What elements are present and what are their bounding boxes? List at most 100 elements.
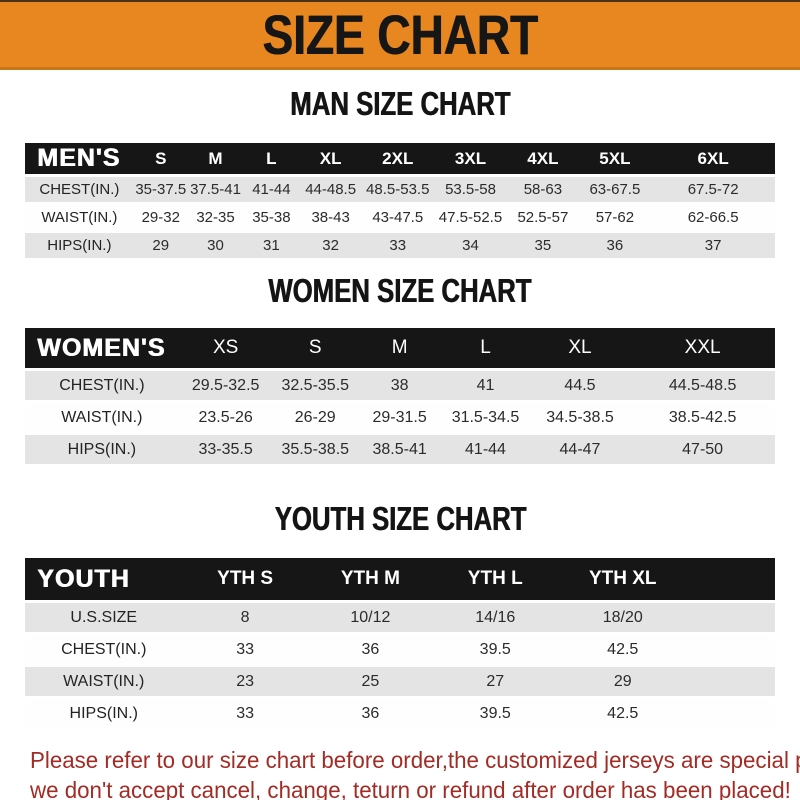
measurement-value-cell: 23.5-26: [178, 403, 273, 432]
measurement-value-cell: 58-63: [507, 177, 579, 202]
size-column-header: S: [133, 143, 188, 174]
measurement-value-cell: 29-31.5: [358, 403, 442, 432]
measurement-value-cell: 36: [307, 635, 433, 664]
measurement-value-cell: 38.5-42.5: [630, 403, 775, 432]
measurement-value-cell: 53.5-58: [433, 177, 508, 202]
measurement-value-cell: 32.5-35.5: [272, 371, 358, 400]
measurement-label-cell: HIPS(IN.): [25, 435, 179, 464]
measurement-value-cell: 31: [243, 233, 300, 258]
measurement-value-cell: 38-43: [299, 205, 362, 230]
size-column-header: 2XL: [361, 143, 434, 174]
measurement-value-cell: 14/16: [433, 603, 558, 632]
measurement-value-cell: 33: [361, 233, 434, 258]
size-column-header: 4XL: [507, 143, 579, 174]
men-section-heading-text: MAN SIZE CHART: [289, 85, 511, 122]
measurement-value-cell: 29: [133, 233, 188, 258]
measurement-label-cell: CHEST(IN.): [25, 635, 183, 664]
measurement-value-cell: 29-32: [133, 205, 188, 230]
measurement-value-cell: 47-50: [630, 435, 775, 464]
measurement-row: CHEST(IN.) 33 36 39.5 42.5: [25, 635, 775, 664]
women-table-container: WOMEN'S XS S M L XL XXL CHEST(IN.) 29.5-32.5 32.5…: [0, 325, 800, 467]
measurement-label-cell: WAIST(IN.): [25, 667, 183, 696]
measurement-row: WAIST(IN.) 23 25 27 29: [25, 667, 775, 696]
table-title-cell: WOMEN'S: [25, 328, 179, 368]
size-column-header: L: [441, 328, 530, 368]
measurement-value-cell: 27: [433, 667, 558, 696]
header-filler-cell: [688, 558, 775, 600]
disclaimer-line-2: we don't accept cancel, change, teturn o…: [30, 777, 791, 800]
measurement-label-cell: HIPS(IN.): [25, 233, 134, 258]
measurement-value-cell: 35: [507, 233, 579, 258]
size-column-header: XL: [299, 143, 362, 174]
row-filler-cell: [688, 603, 775, 632]
measurement-value-cell: 25: [307, 667, 433, 696]
measurement-value-cell: 47.5-52.5: [433, 205, 508, 230]
measurement-value-cell: 30: [187, 233, 244, 258]
row-filler-cell: [688, 635, 775, 664]
measurement-label-cell: CHEST(IN.): [25, 371, 179, 400]
youth-section-heading-text: YOUTH SIZE CHART: [274, 500, 526, 537]
measurement-value-cell: 39.5: [433, 699, 558, 728]
measurement-value-cell: 36: [307, 699, 433, 728]
size-column-header: 5XL: [578, 143, 652, 174]
measurement-row: HIPS(IN.) 33 36 39.5 42.5: [25, 699, 775, 728]
disclaimer-line-1: Please refer to our size chart before or…: [30, 747, 800, 773]
measurement-value-cell: 38.5-41: [358, 435, 442, 464]
measurement-row: WAIST(IN.) 29-32 32-35 35-38 38-43 43-47.5 47.…: [25, 205, 775, 230]
measurement-value-cell: 42.5: [557, 635, 688, 664]
measurement-value-cell: 52.5-57: [507, 205, 579, 230]
youth-size-section: YOUTH SIZE CHART YOUTH YTH S YTH M YTH L YTH…: [0, 501, 800, 731]
measurement-value-cell: 41-44: [441, 435, 530, 464]
men-size-table: MEN'S S M L XL 2XL 3XL 4XL 5XL 6XL CHEST(IN.) 35-37…: [25, 140, 775, 261]
women-section-heading: WOMEN SIZE CHART: [0, 273, 800, 313]
men-size-section: MAN SIZE CHART MEN'S S M L XL 2XL 3XL 4XL 5XL 6XL…: [0, 86, 800, 261]
measurement-row: CHEST(IN.) 29.5-32.5 32.5-35.5 38 41 44.5 44.5…: [25, 371, 775, 400]
measurement-label-cell: U.S.SIZE: [25, 603, 183, 632]
measurement-value-cell: 42.5: [557, 699, 688, 728]
women-size-table: WOMEN'S XS S M L XL XXL CHEST(IN.) 29.5-32.5 32.5…: [25, 325, 775, 467]
measurement-value-cell: 62-66.5: [651, 205, 775, 230]
measurement-value-cell: 35-37.5: [133, 177, 188, 202]
men-table-container: MEN'S S M L XL 2XL 3XL 4XL 5XL 6XL CHEST(IN.) 35-37…: [0, 140, 800, 261]
size-table-header-row: WOMEN'S XS S M L XL XXL: [25, 328, 775, 368]
size-column-header: S: [272, 328, 358, 368]
women-section-heading-text: WOMEN SIZE CHART: [268, 272, 532, 309]
measurement-value-cell: 44.5-48.5: [630, 371, 775, 400]
row-filler-cell: [688, 699, 775, 728]
size-column-header: M: [187, 143, 244, 174]
measurement-value-cell: 34: [433, 233, 508, 258]
measurement-value-cell: 33-35.5: [178, 435, 273, 464]
measurement-row: HIPS(IN.) 29 30 31 32 33 34 35 36 37: [25, 233, 775, 258]
measurement-value-cell: 41-44: [243, 177, 300, 202]
measurement-value-cell: 32-35: [187, 205, 244, 230]
women-size-section: WOMEN SIZE CHART WOMEN'S XS S M L XL XXL CHEST(…: [0, 273, 800, 467]
measurement-value-cell: 39.5: [433, 635, 558, 664]
size-column-header: YTH M: [307, 558, 433, 600]
size-column-header: YTH XL: [557, 558, 688, 600]
size-column-header: XXL: [630, 328, 775, 368]
measurement-value-cell: 38: [358, 371, 442, 400]
size-column-header: YTH L: [433, 558, 558, 600]
banner-title: SIZE CHART: [262, 2, 538, 66]
measurement-value-cell: 18/20: [557, 603, 688, 632]
measurement-row: WAIST(IN.) 23.5-26 26-29 29-31.5 31.5-34.5 34…: [25, 403, 775, 432]
size-column-header: XL: [529, 328, 631, 368]
measurement-value-cell: 37.5-41: [187, 177, 244, 202]
youth-table-container: YOUTH YTH S YTH M YTH L YTH XL U.S.SIZE 8 10/12…: [0, 555, 800, 731]
measurement-label-cell: HIPS(IN.): [25, 699, 183, 728]
measurement-value-cell: 67.5-72: [651, 177, 775, 202]
measurement-value-cell: 26-29: [272, 403, 358, 432]
measurement-value-cell: 44-48.5: [299, 177, 362, 202]
measurement-label-cell: WAIST(IN.): [25, 205, 134, 230]
size-column-header: M: [358, 328, 442, 368]
table-title-cell: YOUTH: [25, 558, 183, 600]
measurement-value-cell: 63-67.5: [578, 177, 652, 202]
size-column-header: XS: [178, 328, 273, 368]
measurement-value-cell: 48.5-53.5: [361, 177, 434, 202]
measurement-value-cell: 35-38: [243, 205, 300, 230]
measurement-value-cell: 35.5-38.5: [272, 435, 358, 464]
size-column-header: L: [243, 143, 300, 174]
measurement-value-cell: 29.5-32.5: [178, 371, 273, 400]
measurement-row: U.S.SIZE 8 10/12 14/16 18/20: [25, 603, 775, 632]
